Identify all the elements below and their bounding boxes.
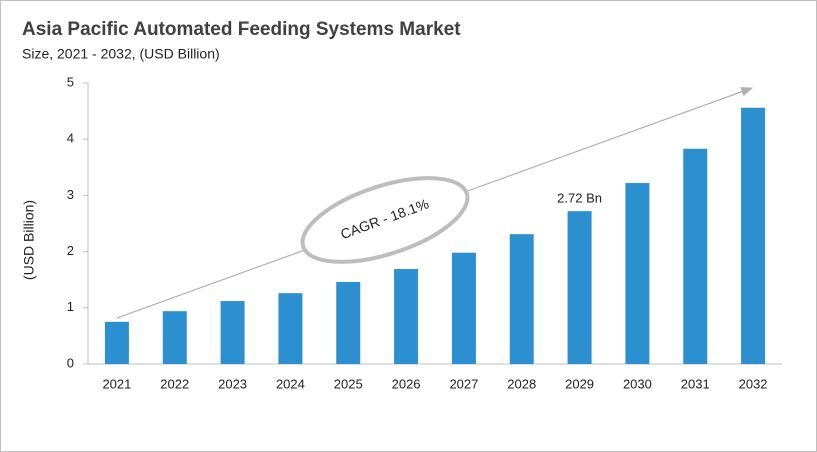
bar — [394, 269, 419, 364]
x-tick-label: 2028 — [507, 376, 536, 391]
chart-subtitle: Size, 2021 - 2032, (USD Billion) — [22, 46, 220, 62]
bar — [741, 107, 766, 364]
bar — [162, 311, 187, 364]
x-tick-label: 2031 — [681, 376, 710, 391]
chart-title: Asia Pacific Automated Feeding Systems M… — [22, 19, 461, 40]
x-tick-label: 2030 — [623, 376, 652, 391]
cagr-ellipse — [300, 176, 470, 264]
y-axis-label: (USD Billion) — [21, 200, 37, 280]
y-tick-label: 2 — [67, 243, 74, 258]
y-tick-label: 1 — [67, 299, 74, 314]
bar — [220, 301, 245, 364]
y-tick-label: 0 — [67, 355, 74, 370]
bar — [683, 148, 708, 364]
x-tick-label: 2021 — [102, 376, 131, 391]
y-tick-label: 4 — [67, 131, 74, 146]
x-tick-label: 2024 — [276, 376, 305, 391]
bar — [509, 234, 534, 364]
bar — [278, 293, 303, 364]
bar — [104, 321, 129, 364]
x-tick-label: 2023 — [218, 376, 247, 391]
x-tick-label: 2032 — [739, 376, 768, 391]
y-tick-label: 5 — [67, 74, 74, 89]
bar — [451, 252, 476, 364]
x-tick-label: 2025 — [334, 376, 363, 391]
x-tick-label: 2022 — [160, 376, 189, 391]
x-tick-label: 2026 — [392, 376, 421, 391]
bar — [336, 281, 361, 364]
bar — [625, 183, 650, 364]
bar — [567, 211, 592, 364]
value-label: 2.72 Bn — [557, 191, 602, 206]
y-tick-label: 3 — [67, 187, 74, 202]
x-tick-label: 2027 — [449, 376, 478, 391]
x-tick-label: 2029 — [565, 376, 594, 391]
